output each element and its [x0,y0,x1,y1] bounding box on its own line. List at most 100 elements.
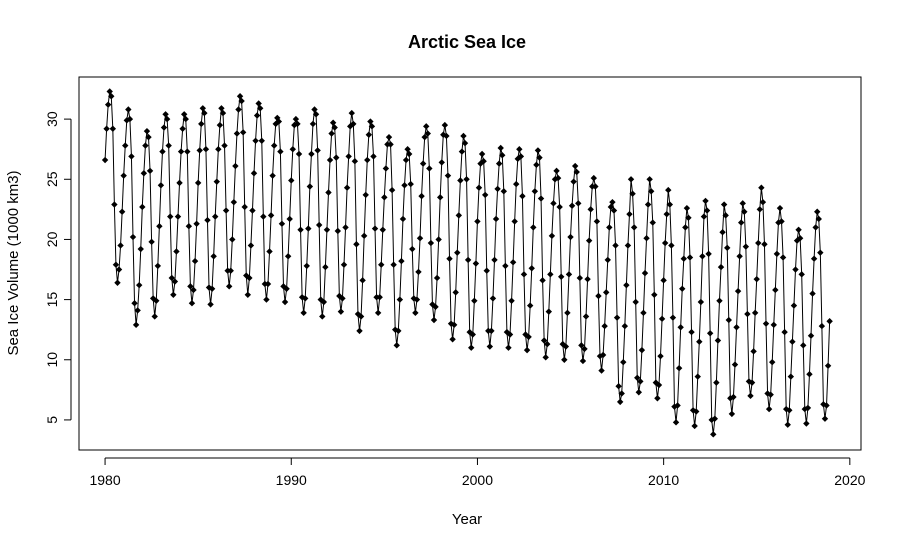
data-point [221,142,228,149]
data-point [750,348,757,355]
data-point [812,224,819,231]
data-point [795,226,802,234]
data-point [731,361,739,368]
data-point [108,93,115,100]
data-point [435,236,442,243]
data-point [452,289,459,296]
data-point [128,153,135,160]
data-point [351,158,359,165]
data-point [334,227,341,235]
data-point [305,225,312,232]
data-point [129,233,137,241]
data-point [179,125,186,132]
data-point [526,302,534,309]
data-point [458,148,466,155]
data-point [688,328,695,336]
data-point [826,318,833,325]
data-point [198,120,205,128]
data-point [693,408,700,415]
data-point [747,392,754,400]
data-point [437,194,444,201]
data-point [284,253,292,260]
data-point [643,235,650,242]
data-point [157,182,165,189]
data-point [562,343,570,350]
data-point [553,167,560,175]
data-point [184,148,191,155]
data-point [789,338,796,345]
data-point [741,208,748,215]
data-point [782,405,790,413]
data-point [744,310,751,318]
data-point [627,176,635,183]
data-point [347,123,354,130]
data-point [139,203,146,211]
data-point [724,244,731,252]
data-point [171,278,179,285]
data-point [343,184,351,191]
data-point [776,204,784,212]
data-point [606,224,613,231]
data-point [824,362,832,369]
data-point [173,248,180,255]
data-point [319,313,326,320]
data-point [624,242,632,249]
data-point [267,212,275,219]
data-point [502,262,509,270]
data-point [281,298,289,306]
series-polyline [104,91,831,435]
data-point [457,177,464,184]
data-point [421,133,428,141]
data-point [402,156,410,164]
data-point [480,158,487,165]
data-point [531,188,539,195]
data-point [657,352,664,360]
data-point [247,242,255,249]
data-point [246,274,253,282]
data-point [621,322,629,330]
data-point [241,203,248,211]
data-point [264,280,272,288]
data-point [438,159,445,166]
data-point [143,127,151,135]
data-point [430,316,438,324]
data-point [714,337,722,344]
data-point [449,336,456,343]
data-point [604,256,611,264]
data-point [679,285,686,292]
data-point [686,254,694,261]
data-point [742,243,750,250]
data-point [215,145,222,153]
data-point [418,192,425,200]
x-tick-label: 2000 [462,472,493,488]
data-point [542,354,549,361]
data-point [170,291,177,298]
data-point [185,223,193,230]
data-point [651,291,658,298]
data-point [325,189,332,196]
data-point [533,161,540,169]
data-point [446,255,453,262]
data-point [229,236,236,243]
data-point [821,415,829,422]
data-point [461,139,469,147]
data-point [769,358,776,366]
data-point [733,324,740,331]
data-point [416,235,424,242]
data-point [337,308,345,315]
data-point [568,202,576,209]
data-point [737,219,745,226]
data-point [312,111,320,118]
data-point [137,245,144,253]
data-point [618,390,625,397]
data-point [734,287,742,295]
data-point [677,324,684,331]
data-point [460,132,467,140]
data-point [492,215,500,223]
data-point [519,192,526,200]
data-point [193,220,200,227]
data-point [806,371,813,378]
data-point [190,286,197,294]
data-point [407,180,414,188]
data-point [222,207,230,214]
